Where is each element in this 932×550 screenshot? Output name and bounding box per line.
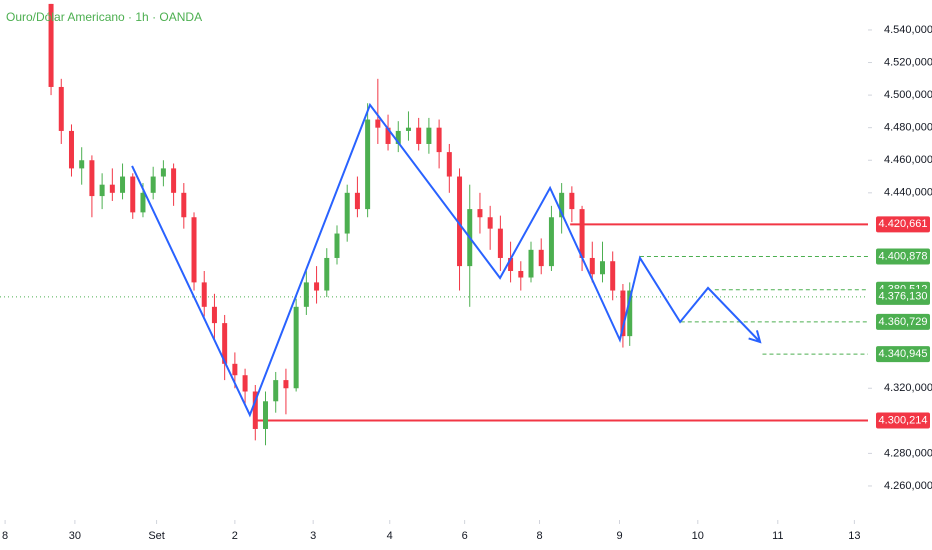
arrow-head [748,330,762,344]
candle-body [405,127,411,131]
candle-body [324,257,330,291]
chart-title: Ouro/Dólar Americano · 1h · OANDA [6,10,202,24]
candle-body [548,217,554,267]
candle-body [395,130,401,144]
x-tick-label: 6 [462,530,468,542]
candle-body [191,217,197,283]
x-tick-label: 4 [387,530,393,542]
candle-body [89,160,95,197]
y-tick-label: 4.280,000 [884,447,932,459]
candle-body [201,282,207,307]
candle-body [171,168,177,193]
candle-body [120,176,126,193]
price-label: 4.300,214 [879,414,928,426]
candle-body [160,168,166,177]
y-tick-label: 4.440,000 [884,187,932,199]
candle-body [140,192,146,213]
price-label: 4.400,878 [879,250,928,262]
candle-body [303,282,309,307]
price-label: 4.376,130 [879,291,928,303]
candle-body [375,119,381,128]
plot-area [0,3,868,446]
candle-body [181,192,187,218]
candle-body [620,290,626,337]
candle-body [559,192,565,218]
candle-body [365,119,371,210]
candle-body [385,127,391,144]
candle-body [426,127,432,144]
x-tick-label: 10 [692,530,704,542]
y-tick-label: 4.460,000 [884,154,932,166]
candle-body [579,209,585,258]
candle-body [436,127,442,153]
price-label-box [876,346,930,363]
candle-body [446,152,452,177]
candle-body [599,261,605,275]
price-label-box [876,216,930,233]
price-label-box [876,412,930,429]
x-tick-label: Set [148,530,165,542]
candle-body [150,176,156,193]
price-label-box [876,288,930,305]
x-tick-label: 8 [536,530,542,542]
x-tick-label: 13 [848,530,860,542]
candle-body [58,86,64,131]
candle-body [232,363,238,376]
candle-body [293,306,299,389]
candle-body [477,209,483,218]
candle-body [528,249,534,278]
candle-body [273,380,279,402]
candle-body [283,380,289,389]
candle-body [109,184,115,193]
projection-line [131,102,761,418]
candle-body [627,290,633,337]
candle-body [354,192,360,210]
candle-body [610,261,616,291]
x-tick-label: 2 [232,530,238,542]
candle-body [487,217,493,229]
candle-body [79,160,85,169]
y-tick-label: 4.520,000 [884,56,932,68]
price-label-box [876,313,930,330]
candle-body [242,375,248,392]
candle-body [252,391,258,429]
y-tick-label: 4.500,000 [884,89,932,101]
x-tick-label: 8 [2,530,8,542]
candle-body [569,192,575,210]
candle-body [48,3,54,87]
candle-body [314,282,320,291]
y-tick-label: 4.540,000 [884,24,932,36]
candle-body [518,270,524,278]
price-label: 4.360,729 [879,316,928,328]
candle-body [538,249,544,267]
candle-body [211,306,217,324]
candle-body [344,192,350,234]
candle-body [508,257,514,271]
price-label-box [876,248,930,265]
candle-body [222,323,228,364]
x-tick-label: 30 [69,530,81,542]
candle-body [416,127,422,144]
x-tick-label: 3 [310,530,316,542]
candle-body [263,401,269,429]
y-tick-label: 4.480,000 [884,122,932,134]
candle-body [130,176,136,213]
y-tick-label: 4.260,000 [884,480,932,492]
x-tick-label: 9 [616,530,622,542]
price-label: 4.420,661 [879,218,928,230]
candle-body [68,130,74,169]
candle-body [334,233,340,258]
x-tick-label: 11 [772,530,783,542]
price-label: 4.340,945 [879,348,928,360]
y-tick-label: 4.320,000 [884,382,932,394]
candle-body [99,184,105,197]
candle-body [589,257,595,275]
candle-body [457,176,463,267]
candle-body [497,228,503,258]
